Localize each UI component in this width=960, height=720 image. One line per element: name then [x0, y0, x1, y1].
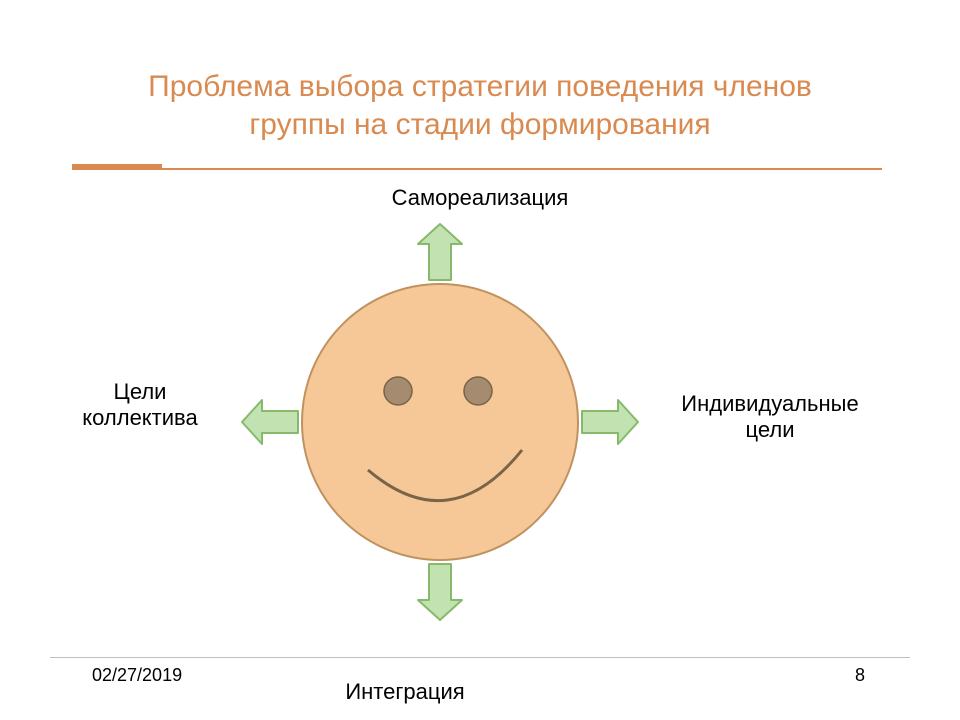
arrow-right-icon: [582, 400, 638, 444]
face-circle: [302, 284, 578, 560]
footer-page-number: 8: [855, 665, 865, 686]
label-bottom: Интеграция: [275, 679, 535, 705]
face-eye-left: [384, 377, 412, 405]
label-top: Самореализация: [330, 185, 630, 211]
slide: Проблема выбора стратегии поведения член…: [0, 0, 960, 720]
arrow-up-icon: [418, 224, 462, 280]
footer-date: 02/27/2019: [92, 665, 182, 686]
footer-divider: [50, 657, 910, 658]
label-left: Цели коллектива: [40, 379, 240, 432]
diagram: [0, 0, 960, 720]
label-right-text: Индивидуальные цели: [681, 391, 858, 442]
face-eye-right: [464, 377, 492, 405]
label-left-text: Цели коллектива: [82, 379, 197, 430]
arrow-left-icon: [242, 400, 298, 444]
label-right: Индивидуальные цели: [640, 391, 900, 444]
arrow-down-icon: [418, 564, 462, 620]
